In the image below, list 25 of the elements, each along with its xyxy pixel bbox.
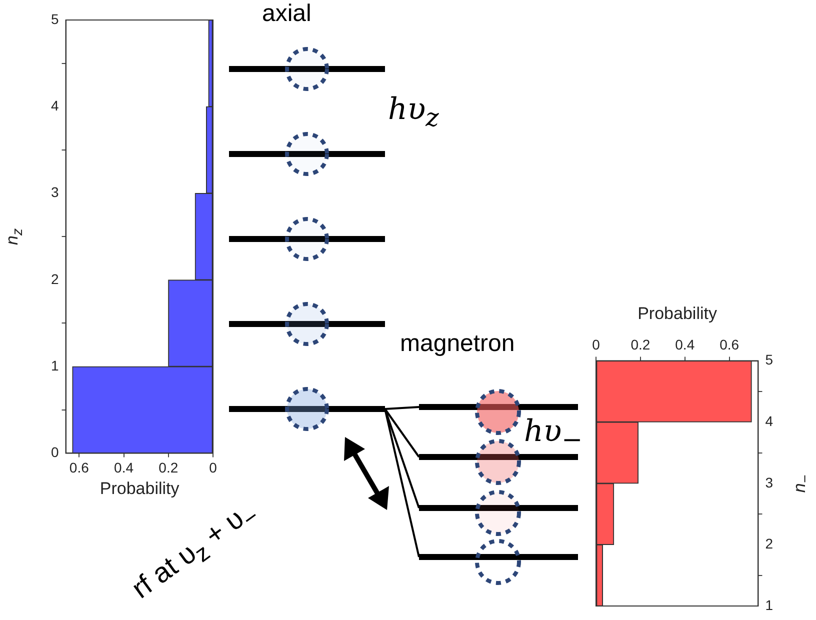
- x-tick-label: 0.6: [720, 336, 740, 352]
- y-tick-label: 5: [765, 352, 774, 368]
- y-tick-label: 3: [50, 184, 59, 200]
- x-axis-title: Probability: [638, 304, 717, 324]
- x-axis-title: Probability: [100, 479, 180, 500]
- x-tick-label: 0: [592, 336, 600, 352]
- x-tick-label: 0.2: [158, 459, 178, 476]
- x-tick-label: 0.6: [69, 459, 90, 476]
- y-tick-label: 4: [765, 412, 774, 429]
- y-tick-label: 0: [50, 444, 59, 460]
- x-tick-label: 0: [209, 459, 218, 476]
- y-tick-label: 5: [50, 10, 59, 27]
- y-tick-label: 1: [765, 596, 774, 613]
- y-tick-label: 3: [765, 474, 774, 490]
- y-tick-label: 2: [765, 536, 774, 552]
- y-tick-label: 2: [50, 270, 59, 287]
- x-tick-label: 0.4: [675, 336, 695, 352]
- y-tick-label: 4: [50, 98, 59, 114]
- y-tick-label: 1: [50, 357, 59, 374]
- text: hυ$_{z}$: [388, 92, 439, 132]
- text: axial: [262, 0, 312, 28]
- text: magnetron: [400, 330, 515, 358]
- x-tick-label: 0.4: [114, 459, 134, 476]
- text: hυ$_{−}$: [524, 414, 583, 454]
- x-tick-label: 0.2: [630, 336, 650, 352]
